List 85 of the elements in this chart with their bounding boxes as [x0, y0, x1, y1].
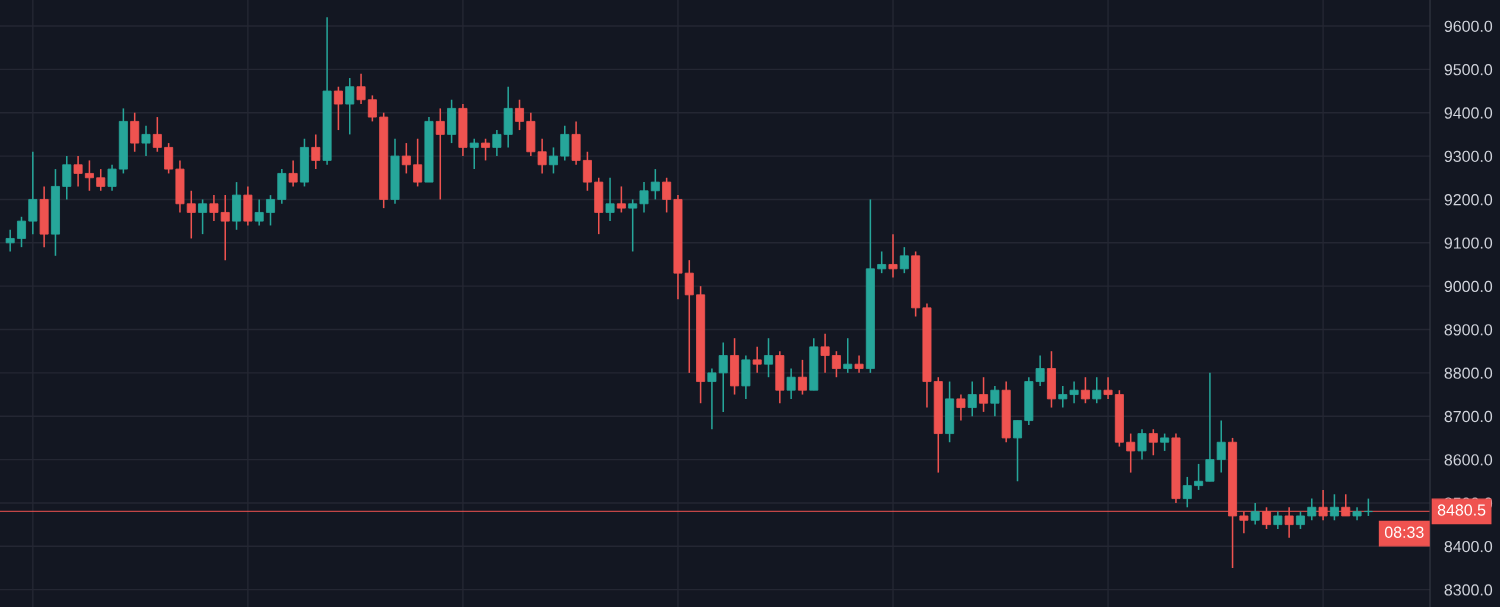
candlestick [345, 77, 355, 136]
candlestick [186, 190, 196, 240]
candlestick [820, 333, 830, 374]
candlestick [684, 259, 694, 374]
candlestick [1182, 476, 1192, 509]
candlestick [1250, 502, 1260, 526]
candlestick [198, 198, 208, 235]
candlestick [979, 376, 989, 413]
candlestick [956, 393, 966, 422]
candlestick [152, 116, 162, 153]
candlestick [164, 142, 174, 175]
candlestick [266, 194, 275, 227]
candlestick [515, 98, 524, 131]
candlestick [62, 155, 72, 201]
candlestick [469, 137, 479, 170]
candlestick [831, 350, 841, 378]
candlestick [797, 359, 807, 396]
candlestick [582, 150, 592, 192]
candlestick [967, 380, 977, 417]
y-tick-label: 8400.0 [1444, 540, 1493, 553]
candlestick [333, 85, 343, 131]
candlestick [650, 168, 660, 201]
candlestick [1103, 376, 1113, 400]
candlestick [707, 367, 717, 431]
candlestick [1194, 463, 1204, 491]
y-tick-label: 8600.0 [1444, 454, 1493, 466]
candlestick [367, 94, 377, 123]
candlestick [84, 159, 94, 192]
candlestick [96, 168, 106, 192]
candlestick [141, 124, 151, 157]
candlestick [718, 341, 728, 413]
candlestick [662, 176, 672, 214]
candlestick [356, 72, 366, 105]
candlestick [1216, 419, 1226, 474]
candlestick [990, 385, 1000, 417]
candlestick [1148, 428, 1158, 457]
y-tick-label: 9500.0 [1444, 64, 1493, 76]
y-tick-label: 9600.0 [1444, 20, 1493, 32]
candlestick [17, 216, 26, 248]
y-tick-label: 8700.0 [1444, 410, 1493, 423]
candlestick [1092, 376, 1102, 404]
candlestick [1080, 376, 1090, 404]
candlestick [1126, 432, 1136, 474]
candlestick [130, 111, 140, 153]
candlestick [481, 137, 491, 162]
candlestick [5, 229, 15, 253]
y-tick-label: 8800.0 [1444, 367, 1493, 379]
candlestick [413, 137, 423, 188]
candlestick [888, 233, 898, 279]
candlestick [401, 142, 411, 175]
candlestick [288, 159, 298, 188]
candlestick [254, 198, 264, 227]
candlestick [560, 124, 570, 162]
y-tick-label: 9100.0 [1444, 237, 1493, 249]
y-tick-label: 9200.0 [1444, 194, 1493, 206]
candlestick [311, 133, 321, 170]
candlestick [1013, 419, 1022, 483]
candlestick [628, 198, 638, 253]
candlestick [1307, 497, 1317, 522]
candlestick [1329, 493, 1339, 522]
candlestick [899, 246, 909, 274]
y-tick-label: 9000.0 [1444, 280, 1493, 293]
candlestick [209, 194, 219, 222]
candlestick [73, 155, 83, 188]
y-tick-label: 8300.0 [1444, 584, 1493, 596]
candlestick [605, 176, 615, 222]
y-tick-label: 8900.0 [1444, 324, 1493, 336]
candlestick [764, 337, 773, 378]
candlestick [548, 146, 558, 175]
candlestick [107, 163, 117, 192]
candlestick [1205, 372, 1215, 483]
candlestick [752, 346, 762, 374]
candlestick [220, 194, 230, 261]
candlestick [877, 250, 887, 274]
y-tick-label: 9400.0 [1444, 107, 1493, 119]
candlestick [616, 185, 626, 214]
candlestick [28, 150, 38, 235]
text: 08:33 [1384, 526, 1424, 538]
candlestick [786, 367, 796, 400]
candlestick [435, 107, 445, 201]
candlestick [1137, 428, 1147, 461]
y-tick-label: 9300.0 [1444, 150, 1493, 163]
candlestick [854, 354, 864, 374]
candlestick [639, 181, 649, 214]
candlestick [843, 337, 853, 374]
